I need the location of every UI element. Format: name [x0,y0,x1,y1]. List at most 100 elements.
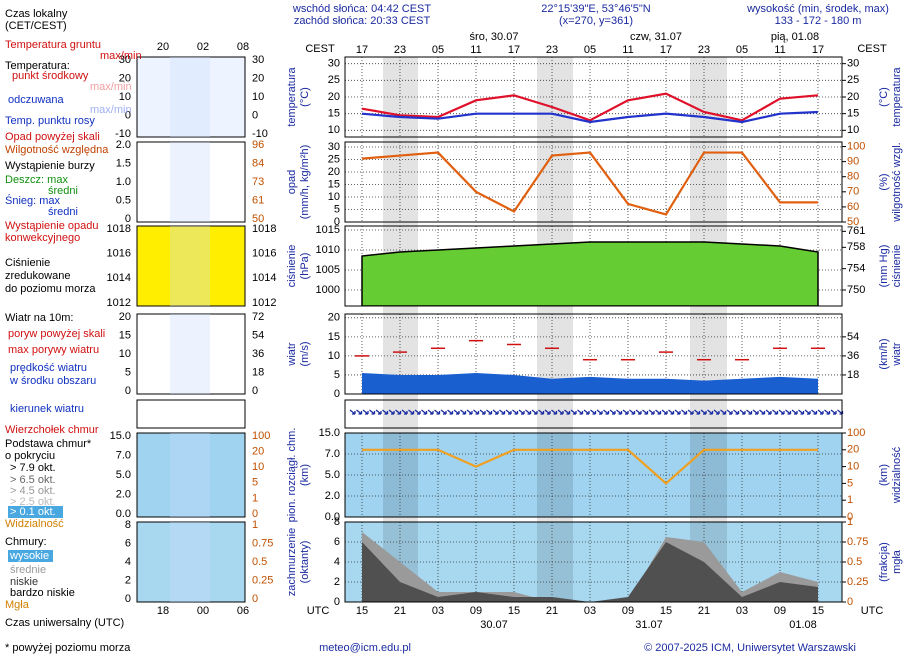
legend-label: średni [48,206,78,218]
wind-arrow [388,409,395,415]
y-tick-label: 2 [334,576,340,588]
y-tick-label: 0 [334,596,340,608]
zone: UTC [861,605,884,617]
y-tick-label: 0 [334,388,340,400]
wind-arrow [778,409,785,415]
utc-hour: 00 [197,605,209,617]
wind-arrow [369,409,376,415]
y-tick-label: 4 [334,556,340,568]
legend-label: max/min [90,104,132,116]
mini-tick-label: 1.5 [116,157,131,169]
x2-tick-label: 11 [774,44,785,56]
wind-arrow [551,409,558,415]
legend-label: kierunek wiatru [10,403,84,415]
x-tick-label: 15 [508,605,520,617]
y2-axis-title: (°C) [878,87,890,107]
wind-arrow [817,409,824,415]
y2-axis-title: (mm Hg) [878,245,890,288]
wind-arrow [531,409,538,415]
night-band [690,57,727,602]
mini-tick-label: 0 [252,109,258,121]
y2-tick-label: 20 [847,91,859,103]
legend-label: odczuwana [8,94,65,106]
x-tick-label: 03 [736,605,748,617]
y2-tick-label: 18 [847,369,859,381]
wind-arrow [830,409,837,415]
x-tick-label: 21 [546,605,558,617]
y-tick-label: 1005 [316,264,340,276]
wind-arrow [512,409,519,415]
y-tick-label: 20 [328,312,340,324]
mini-tick-label: 10 [119,348,131,360]
y2-axis-title: wiatr [891,342,903,367]
mini-tick-label: 2.0 [116,488,131,500]
coords: 22°15'39"E, 53°46'5"N [541,3,651,15]
y2-tick-label: 0 [847,511,853,523]
y2-axis-title: (km) [878,464,890,486]
wind-arrow [720,409,727,415]
wind-arrow [356,409,363,415]
legend-label: Czas uniwersalny (UTC) [5,617,124,629]
series-area [362,373,818,394]
night-band [383,57,418,602]
frame [344,432,843,518]
mini-tick-label: 61 [252,194,264,206]
wind-arrow [772,409,779,415]
legend-label: zredukowane [5,270,70,282]
wind-arrow [798,409,805,415]
wind-arrow [375,409,382,415]
legend-label: Wilgotność względna [5,144,109,156]
legend-box [8,506,63,518]
wind-arrow [460,409,467,415]
y-axis-title: (oktanty) [299,541,311,584]
legend-label: Czas lokalny [5,8,68,20]
mini-tick-label: 0.5 [116,194,131,206]
y-tick-label: 25 [328,74,340,86]
y2-tick-label: 0.5 [847,556,862,568]
legend-label: Wiatr na 10m: [5,312,73,324]
y-axis-title: (hPa) [299,253,311,280]
mini-tick-label: 0.0 [116,508,131,520]
x-tick-label: 15 [660,605,672,617]
legend-label: niskie [10,576,38,588]
day-label: czw, 31.07 [630,31,682,43]
mini-tick-label: 20 [252,446,264,458]
legend-label: do poziomu morza [5,283,96,295]
x2-tick-label: 17 [660,44,672,56]
zone: UTC [307,605,330,617]
date-label: 30.07 [480,619,508,631]
y2-tick-label: 70 [847,186,859,198]
wind-arrow [557,409,564,415]
legend-label: Widzialność [5,518,64,530]
y-tick-label: 10 [328,191,340,203]
mini-tick-label: 15.0 [110,430,131,442]
mini-tick-label: 1014 [107,272,131,284]
wind-arrow [382,409,389,415]
wind-arrow [681,409,688,415]
y-axis-title: (m/s) [299,341,311,366]
x2-tick-label: 23 [546,44,558,56]
y-tick-label: 15 [328,331,340,343]
wind-arrow [629,409,636,415]
wind-arrow [694,409,701,415]
frame [344,399,843,429]
copyright: © 2007-2025 ICM, Uniwersytet Warszawski [644,642,856,654]
y2-tick-label: 100 [847,427,865,439]
date-label: 01.08 [789,619,817,631]
mini-tick-label: 30 [252,54,264,66]
wind-arrow [635,409,642,415]
legend-label: średni [48,185,78,197]
wind-arrow [648,409,655,415]
panel-bg [345,57,842,137]
zone: CEST [305,43,335,55]
wind-arrow [518,409,525,415]
y-axis-title: ciśnienie [286,245,298,288]
y2-axis-title: temperatura [891,66,903,126]
wind-arrow [525,409,532,415]
wind-arrow [453,409,460,415]
mini-day [170,142,210,222]
wind-arrow [765,409,772,415]
y2-tick-label: 50 [847,216,859,228]
mini-panel [136,313,246,395]
x2-tick-label: 17 [812,44,824,56]
